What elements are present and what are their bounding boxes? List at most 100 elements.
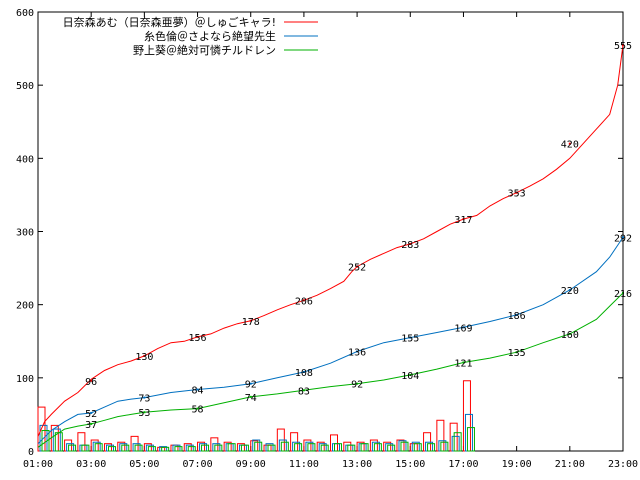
bar-green xyxy=(240,444,249,452)
bar-blue xyxy=(105,444,114,452)
data-label: 73 xyxy=(138,394,150,405)
data-label: 317 xyxy=(454,215,472,226)
data-point xyxy=(302,299,305,302)
data-label: 252 xyxy=(348,263,366,274)
data-point xyxy=(515,191,518,194)
data-label: 135 xyxy=(508,348,526,359)
y-tick-label: 200 xyxy=(16,301,34,312)
bar-green xyxy=(294,443,303,452)
data-point xyxy=(515,351,518,354)
series-line-0 xyxy=(37,44,624,437)
data-label: 121 xyxy=(454,358,472,369)
x-tick-label: 05:00 xyxy=(129,459,159,470)
data-label: 220 xyxy=(561,286,579,297)
bar-blue xyxy=(145,444,154,452)
data-label: 156 xyxy=(189,333,207,344)
bar-blue xyxy=(358,443,367,452)
data-point xyxy=(249,319,252,322)
data-point xyxy=(302,389,305,392)
bar-green xyxy=(453,432,462,452)
data-label: 104 xyxy=(401,371,419,382)
data-label: 292 xyxy=(614,233,632,244)
data-label: 206 xyxy=(295,296,313,307)
x-tick-label: 23:00 xyxy=(608,459,638,470)
data-point xyxy=(409,373,412,376)
data-label: 130 xyxy=(135,352,153,363)
bar-green xyxy=(307,443,316,452)
x-tick-label: 21:00 xyxy=(555,459,585,470)
legend: 日奈森あむ（日奈森亜夢）＠しゅごキャラ!糸色倫＠さよなら絶望先生野上葵＠絶対可憐… xyxy=(63,15,318,57)
bar-green xyxy=(387,444,396,452)
bar-green xyxy=(94,443,103,452)
data-label: 169 xyxy=(454,323,472,334)
bar-green xyxy=(347,444,356,452)
data-label: 84 xyxy=(192,386,204,397)
data-point xyxy=(196,388,199,391)
data-point xyxy=(622,43,624,46)
data-label: 52 xyxy=(85,409,97,420)
data-point xyxy=(196,335,199,338)
bar-blue xyxy=(345,444,354,452)
data-label: 155 xyxy=(401,334,419,345)
series-line-2 xyxy=(37,292,624,448)
bar-green xyxy=(280,441,289,452)
data-point xyxy=(462,218,465,221)
y-tick-label: 300 xyxy=(16,228,34,239)
bar-green xyxy=(68,444,77,452)
bar-green xyxy=(360,443,369,452)
data-point xyxy=(462,361,465,364)
y-tick-label: 500 xyxy=(16,81,34,92)
bar-green xyxy=(373,443,382,452)
data-point xyxy=(356,265,359,268)
x-tick-label: 15:00 xyxy=(395,459,425,470)
data-label: 420 xyxy=(561,140,579,151)
data-label: 53 xyxy=(138,408,150,419)
data-point xyxy=(143,396,146,399)
data-point xyxy=(90,379,93,382)
bar-green xyxy=(134,444,143,452)
x-tick-label: 19:00 xyxy=(502,459,532,470)
data-label: 353 xyxy=(508,189,526,200)
data-point xyxy=(196,407,199,410)
data-point xyxy=(249,382,252,385)
data-label: 83 xyxy=(298,386,310,397)
bar-blue xyxy=(332,443,340,452)
data-point xyxy=(515,313,518,316)
legend-label: 日奈森あむ（日奈森亜夢）＠しゅごキャラ! xyxy=(63,15,276,29)
bar-green xyxy=(334,443,342,452)
bar-blue xyxy=(238,444,247,452)
bar-green xyxy=(201,444,210,452)
data-label: 92 xyxy=(351,380,363,391)
bar-green xyxy=(121,444,130,452)
line-series xyxy=(37,44,624,448)
data-point xyxy=(90,422,93,425)
x-tick-label: 13:00 xyxy=(342,459,372,470)
data-point xyxy=(409,242,412,245)
bar-green xyxy=(413,443,422,452)
x-axis: 01:00 03:00 05:00 07:00 09:00 11:00 13:00 15:00… xyxy=(23,12,638,470)
data-label: 96 xyxy=(85,377,97,388)
bar-green xyxy=(320,444,329,452)
data-point xyxy=(356,382,359,385)
bar-green xyxy=(214,444,223,452)
series-line-1 xyxy=(37,237,624,445)
data-label: 283 xyxy=(401,240,419,251)
bar-blue xyxy=(225,443,234,452)
x-tick-label: 09:00 xyxy=(236,459,266,470)
y-axis: 0 100 200 300 400 500 600 xyxy=(16,8,623,458)
data-point xyxy=(462,326,465,329)
data-point xyxy=(143,354,146,357)
bar-green xyxy=(427,443,436,452)
data-label: 136 xyxy=(348,347,366,358)
x-tick-label: 07:00 xyxy=(182,459,212,470)
bar-blue xyxy=(451,435,460,452)
bar-green xyxy=(107,446,116,452)
data-label: 37 xyxy=(85,420,97,431)
bar-green xyxy=(227,443,236,452)
bar-green xyxy=(161,446,170,452)
bar-blue xyxy=(252,439,261,452)
bar-green xyxy=(440,441,449,452)
data-point xyxy=(356,350,359,353)
data-point xyxy=(90,411,93,414)
